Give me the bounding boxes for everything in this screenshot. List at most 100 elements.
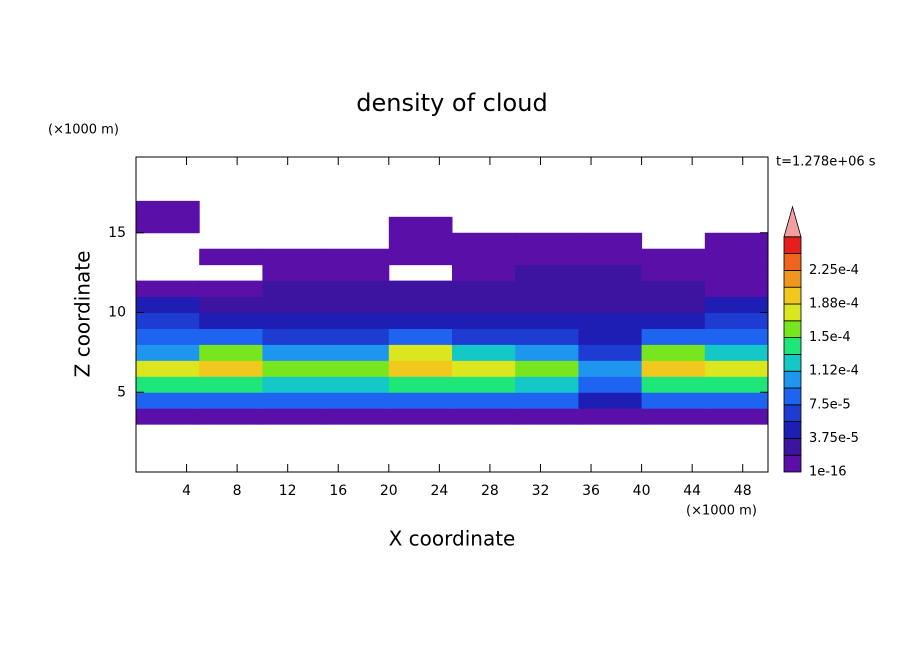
cell [641, 248, 706, 266]
x-tick-label: 24 [430, 483, 448, 499]
cell [641, 360, 706, 377]
cell [704, 408, 769, 425]
colorbar-band [783, 286, 802, 305]
cell [641, 392, 706, 409]
cell [515, 296, 579, 314]
colorbar-band [783, 454, 802, 473]
x-tick-label: 8 [233, 483, 242, 499]
x-tick-label: 16 [329, 483, 347, 499]
cell [136, 360, 200, 377]
colorbar-band [783, 437, 802, 456]
cell [641, 312, 706, 329]
cell [704, 280, 769, 298]
cell [325, 344, 390, 361]
cell [641, 344, 706, 361]
chart-title: density of cloud [356, 89, 547, 117]
cell [704, 360, 769, 377]
cell [515, 280, 579, 298]
cell [199, 248, 263, 266]
cell [641, 280, 706, 298]
cell [452, 280, 516, 298]
cell [704, 232, 769, 250]
x-tick-label: 40 [633, 483, 651, 499]
cell [452, 248, 516, 266]
cell [262, 408, 327, 425]
cell [136, 312, 200, 329]
cell [136, 328, 200, 345]
cell [325, 248, 390, 266]
colorbar-band [783, 370, 802, 389]
cell [262, 328, 327, 345]
cell [388, 376, 453, 393]
x-tick-label: 48 [734, 483, 752, 499]
cell [388, 360, 453, 377]
colorbar-band [783, 269, 802, 288]
cell [262, 312, 327, 329]
cell [452, 408, 516, 425]
cell [388, 312, 453, 329]
cell [199, 376, 263, 393]
cell [136, 200, 200, 218]
cell [262, 264, 327, 282]
cell [641, 264, 706, 282]
cell [578, 296, 643, 314]
cell [388, 232, 453, 250]
x-tick-label: 28 [481, 483, 499, 499]
cell [578, 312, 643, 329]
cell [136, 296, 200, 314]
cell [515, 392, 579, 409]
cell [704, 328, 769, 345]
y-tick-label: 10 [108, 305, 126, 321]
colorbar-overflow [783, 205, 802, 238]
cell [325, 360, 390, 377]
cell [136, 392, 200, 409]
cell [578, 328, 643, 345]
cell [388, 296, 453, 314]
cell [325, 392, 390, 409]
colorbar-label: 2.25e-4 [809, 263, 859, 278]
cell [388, 248, 453, 266]
plot-frame [135, 156, 769, 473]
cell [578, 392, 643, 409]
cell [515, 344, 579, 361]
time-label: t=1.278e+06 s [776, 155, 876, 170]
cell [325, 312, 390, 329]
cell [578, 360, 643, 377]
cell [515, 312, 579, 329]
cell [199, 296, 263, 314]
cell [578, 248, 643, 266]
cell [452, 296, 516, 314]
cell [388, 344, 453, 361]
cell [452, 328, 516, 345]
colorbar-label: 1.88e-4 [809, 297, 859, 312]
colorbar-band [783, 236, 802, 255]
cell [262, 248, 327, 266]
cell [452, 376, 516, 393]
colorbar-band [783, 353, 802, 372]
x-tick-label: 36 [582, 483, 600, 499]
colorbar-label: 1.5e-4 [809, 330, 851, 345]
cell [136, 216, 200, 234]
x-tick-label: 12 [279, 483, 297, 499]
x-tick-label: 4 [182, 483, 191, 499]
cell [641, 408, 706, 425]
colorbar-band [783, 253, 802, 271]
cell [199, 280, 263, 298]
cell [515, 264, 579, 282]
cell [515, 248, 579, 266]
cell [704, 344, 769, 361]
x-axis-label: X coordinate [389, 527, 516, 551]
cell [262, 280, 327, 298]
cell [578, 280, 643, 298]
cell [515, 232, 579, 250]
colorbar-label: 3.75e-5 [809, 431, 859, 446]
cell [704, 392, 769, 409]
y-axis-label: Z coordinate [71, 251, 95, 378]
cell [325, 264, 390, 282]
x-unit: (×1000 m) [686, 504, 757, 519]
colorbar-band [783, 387, 802, 406]
cell [388, 328, 453, 345]
cell [452, 392, 516, 409]
cell [388, 216, 453, 234]
